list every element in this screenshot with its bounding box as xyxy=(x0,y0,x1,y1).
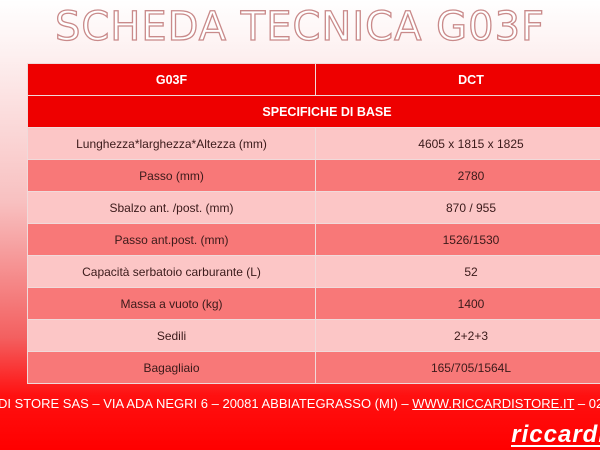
address-text: DI STORE SAS – VIA ADA NEGRI 6 – 20081 A… xyxy=(0,396,413,411)
footer-address: DI STORE SAS – VIA ADA NEGRI 6 – 20081 A… xyxy=(0,396,600,411)
table-row: Capacità serbatoio carburante (L) 52 xyxy=(27,255,600,288)
spec-value: 165/705/1564L xyxy=(315,351,600,384)
table-row: Lunghezza*larghezza*Altezza (mm) 4605 x 1… xyxy=(27,127,600,160)
table-row: Massa a vuoto (kg) 1400 xyxy=(27,287,600,320)
spec-value: 2780 xyxy=(315,159,600,192)
spec-label: Massa a vuoto (kg) xyxy=(27,287,316,320)
header-model: G03F xyxy=(27,63,316,96)
spec-label: Passo (mm) xyxy=(27,159,316,192)
spec-value: 1400 xyxy=(315,287,600,320)
spec-label: Sbalzo ant. /post. (mm) xyxy=(27,191,316,224)
spec-value: 4605 x 1815 x 1825 xyxy=(315,127,600,160)
header-row: G03F DCT xyxy=(27,63,600,96)
table-row: Sbalzo ant. /post. (mm) 870 / 955 xyxy=(27,191,600,224)
spec-label: Sedili xyxy=(27,319,316,352)
spec-table: G03F DCT SPECIFICHE DI BASE Lunghezza*la… xyxy=(27,63,600,384)
brand-logo: riccardi xyxy=(511,423,600,447)
section-title: SPECIFICHE DI BASE xyxy=(27,95,600,128)
spec-value: 1526/1530 xyxy=(315,223,600,256)
spec-label: Lunghezza*larghezza*Altezza (mm) xyxy=(27,127,316,160)
table-row: Passo (mm) 2780 xyxy=(27,159,600,192)
spec-label: Passo ant.post. (mm) xyxy=(27,223,316,256)
spec-label: Capacità serbatoio carburante (L) xyxy=(27,255,316,288)
header-version: DCT xyxy=(315,63,600,96)
spec-label: Bagagliaio xyxy=(27,351,316,384)
phone-text: – 02.9 xyxy=(577,396,600,411)
spec-value: 2+2+3 xyxy=(315,319,600,352)
table-row: Bagagliaio 165/705/1564L xyxy=(27,351,600,384)
spec-value: 870 / 955 xyxy=(315,191,600,224)
website-link[interactable]: WWW.RICCARDISTORE.IT xyxy=(412,396,575,411)
table-row: Sedili 2+2+3 xyxy=(27,319,600,352)
page-title: SCHEDA TECNICA G03F xyxy=(54,3,546,50)
spec-value: 52 xyxy=(315,255,600,288)
section-row: SPECIFICHE DI BASE xyxy=(27,95,600,128)
table-row: Passo ant.post. (mm) 1526/1530 xyxy=(27,223,600,256)
